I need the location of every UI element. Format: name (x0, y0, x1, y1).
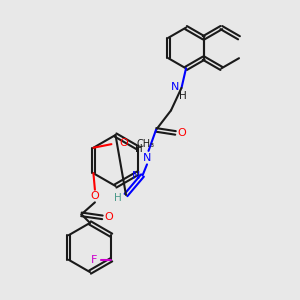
Text: H: H (179, 91, 187, 101)
Text: N: N (132, 171, 140, 181)
Text: F: F (91, 255, 98, 265)
Text: CH₃: CH₃ (137, 139, 155, 149)
Text: O: O (178, 128, 187, 138)
Text: N: N (171, 82, 179, 92)
Text: N: N (143, 153, 151, 164)
Text: H: H (114, 193, 122, 203)
Text: O: O (120, 138, 128, 148)
Text: O: O (91, 191, 99, 201)
Text: O: O (105, 212, 113, 222)
Text: H: H (135, 143, 143, 154)
